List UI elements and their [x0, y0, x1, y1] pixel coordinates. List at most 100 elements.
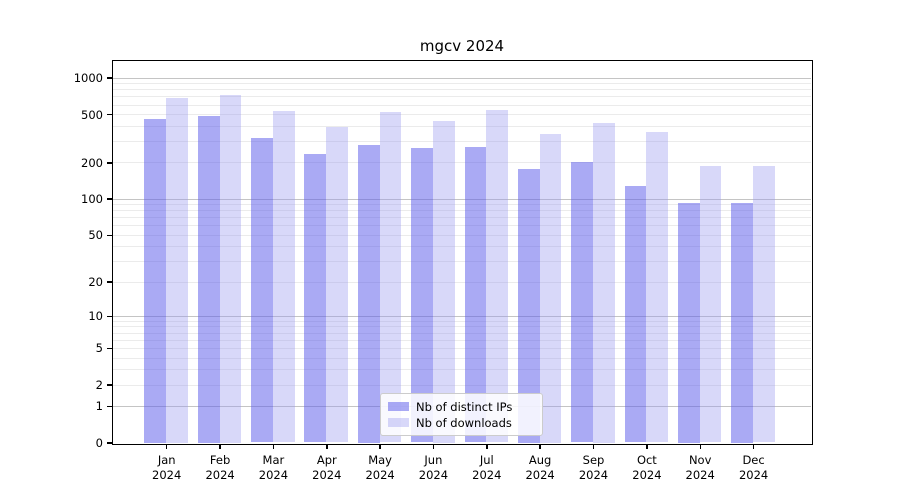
legend-swatch-distinct-ips — [388, 402, 409, 411]
minor-gridline — [112, 210, 811, 212]
x-tick-label: Feb 2024 — [205, 453, 234, 482]
x-tick-label: Apr 2024 — [312, 453, 341, 482]
x-tick-month: Jun — [424, 453, 443, 467]
chart-title: mgcv 2024 — [419, 37, 505, 55]
legend-row-distinct-ips: Nb of distinct IPs — [388, 399, 534, 414]
minor-gridline — [112, 281, 811, 283]
minor-gridline — [112, 384, 811, 386]
major-gridline — [112, 77, 811, 79]
y-tick-mark — [107, 347, 113, 350]
x-tick-year: 2024 — [205, 467, 235, 482]
y-tick-label: 20 — [88, 275, 103, 290]
x-tick-year: 2024 — [472, 467, 502, 482]
x-tick-mark — [699, 444, 701, 449]
x-tick-mark — [486, 444, 488, 449]
x-tick-month: Feb — [209, 453, 231, 467]
minor-gridline — [112, 320, 811, 322]
y-tick-label: 200 — [81, 155, 103, 170]
x-tick-month: Nov — [688, 453, 712, 467]
x-tick-year: 2024 — [365, 467, 395, 482]
x-tick-year: 2024 — [525, 467, 555, 482]
y-tick-mark — [107, 113, 113, 116]
y-tick-label: 1000 — [73, 71, 103, 85]
legend-label-distinct-ips: Nb of distinct IPs — [416, 399, 513, 414]
x-tick-month: Sep — [582, 453, 605, 467]
x-tick-year: 2024 — [418, 467, 449, 482]
bar-distinct-ips-jan — [144, 118, 167, 443]
x-tick-year: 2024 — [152, 467, 182, 482]
x-tick-month: Jan — [157, 453, 176, 467]
legend: Nb of distinct IPs Nb of downloads — [380, 393, 543, 436]
bar-downloads-jul — [486, 110, 509, 443]
major-gridline — [112, 315, 811, 317]
x-tick-mark — [326, 444, 328, 449]
bar-distinct-ips-nov — [677, 202, 700, 443]
legend-label-downloads: Nb of downloads — [416, 415, 512, 430]
x-tick-month: May — [368, 453, 392, 467]
minor-gridline — [112, 326, 811, 328]
y-tick-mark — [107, 198, 113, 200]
x-tick-month: Aug — [528, 453, 552, 467]
bar-distinct-ips-jun — [411, 148, 433, 443]
bar-distinct-ips-may — [357, 144, 380, 443]
bar-downloads-sep — [593, 122, 615, 443]
x-tick-mark — [646, 444, 648, 449]
minor-gridline — [112, 217, 811, 219]
bar-distinct-ips-aug — [517, 168, 540, 443]
y-tick-mark — [107, 405, 113, 408]
x-tick-mark — [539, 444, 541, 449]
legend-swatch-downloads — [388, 418, 409, 427]
x-tick-label: Oct 2024 — [632, 453, 661, 482]
minor-gridline — [112, 96, 811, 98]
x-tick-mark — [272, 444, 275, 449]
y-tick-mark — [107, 442, 113, 444]
y-tick-label: 50 — [88, 228, 103, 243]
x-tick-month: Oct — [636, 453, 657, 467]
minor-gridline — [112, 261, 811, 263]
x-tick-year: 2024 — [738, 467, 769, 482]
plot-inner — [112, 61, 811, 443]
bar-downloads-dec — [753, 166, 775, 443]
x-tick-month: Jul — [479, 453, 494, 467]
y-tick-label: 0 — [95, 436, 103, 450]
x-tick-mark — [432, 444, 435, 449]
bar-distinct-ips-apr — [304, 153, 327, 443]
minor-gridline — [112, 332, 811, 334]
minor-gridline — [112, 114, 811, 116]
y-tick-mark — [107, 234, 113, 236]
x-tick-month: Mar — [262, 453, 285, 467]
bar-downloads-aug — [539, 133, 562, 443]
bar-downloads-mar — [272, 111, 295, 443]
bar-distinct-ips-mar — [251, 138, 273, 443]
bar-distinct-ips-jul — [464, 147, 487, 443]
legend-row-downloads: Nb of downloads — [388, 415, 534, 430]
minor-gridline — [112, 246, 811, 248]
y-tick-label: 1 — [95, 399, 103, 414]
x-tick-label: Mar 2024 — [259, 453, 288, 482]
y-tick-mark — [107, 384, 113, 386]
y-tick-label: 5 — [95, 341, 103, 356]
y-tick-label: 500 — [81, 107, 103, 122]
minor-gridline — [112, 104, 811, 106]
minor-gridline — [112, 89, 811, 91]
y-tick-mark — [107, 281, 113, 283]
x-tick-year: 2024 — [312, 467, 342, 482]
x-tick-label: May 2024 — [365, 453, 394, 482]
minor-gridline — [112, 83, 811, 85]
x-tick-label: Jul 2024 — [472, 453, 501, 482]
x-tick-label: Jun 2024 — [419, 453, 448, 482]
x-tick-year: 2024 — [632, 467, 662, 482]
y-tick-label: 10 — [88, 309, 103, 324]
minor-gridline — [112, 204, 811, 206]
y-tick-mark — [107, 77, 113, 79]
bar-distinct-ips-dec — [731, 202, 754, 443]
bar-downloads-nov — [699, 165, 722, 443]
y-tick-mark — [107, 162, 113, 164]
bar-distinct-ips-oct — [624, 186, 647, 443]
bar-downloads-oct — [646, 132, 669, 443]
x-tick-label: Aug 2024 — [525, 453, 554, 482]
x-tick-year: 2024 — [578, 467, 609, 482]
bar-downloads-apr — [326, 126, 349, 443]
x-tick-mark — [219, 444, 221, 449]
